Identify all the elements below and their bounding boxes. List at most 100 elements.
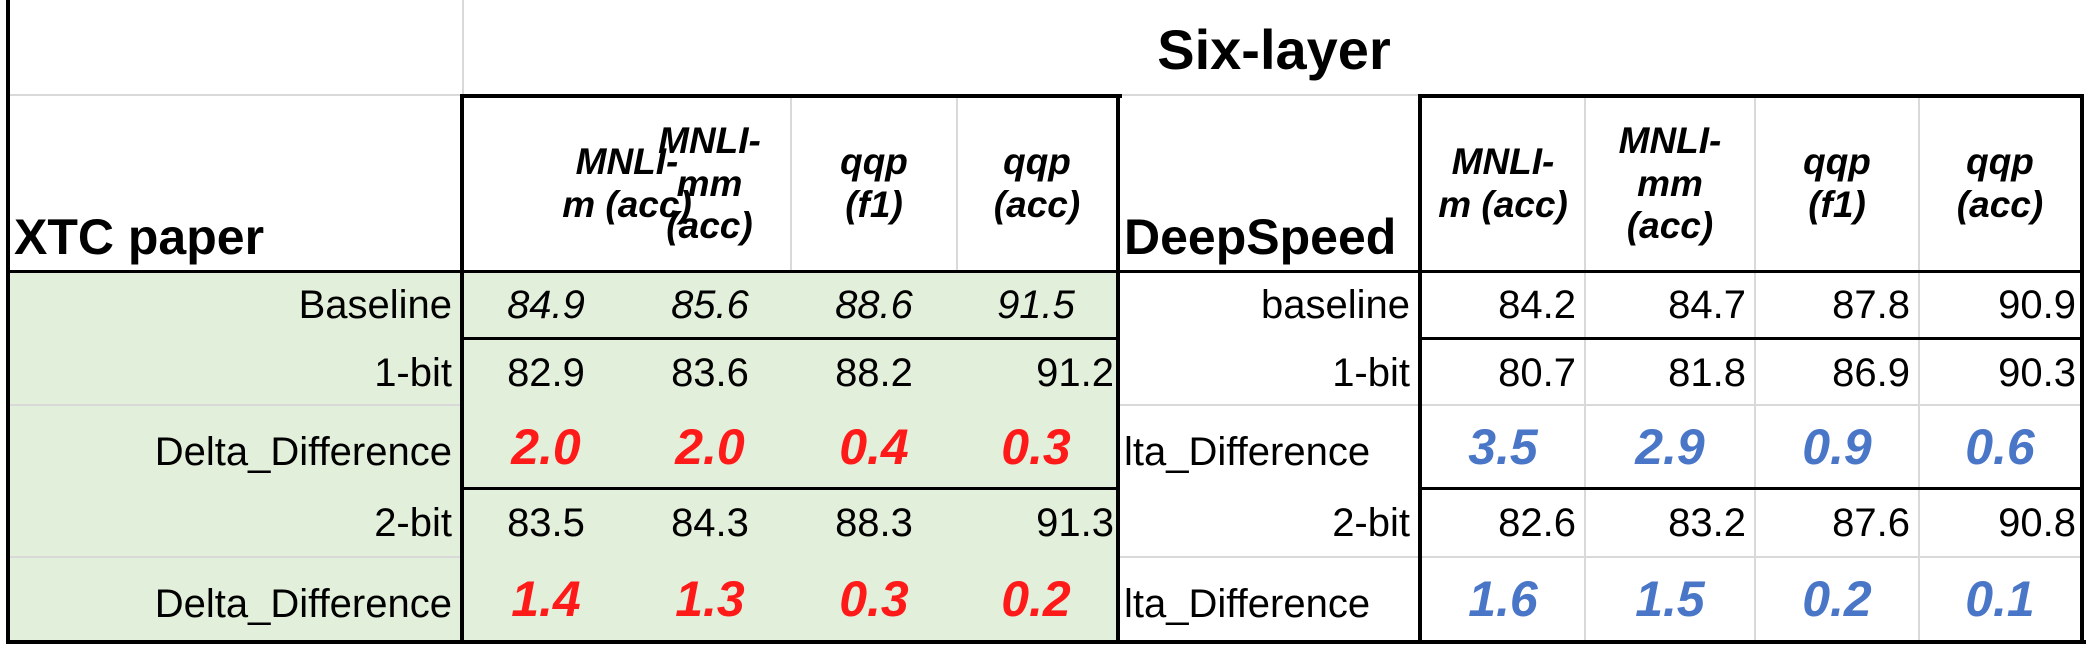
gridline [1420,404,2080,406]
row-label: 2-bit [374,501,452,545]
value-cell: 81.8 [1668,351,1746,395]
value-cell: 84.7 [1668,283,1746,327]
delta-cell: 0.2 [1802,571,1872,627]
value-cell: 82.9 [507,351,585,395]
delta-cell: 1.4 [511,571,581,627]
table-border [1418,94,2084,98]
delta-cell: 0.1 [1965,571,2035,627]
gridline [1584,96,1586,642]
right-header-qqp-acc: qqp (acc) [1920,98,2080,270]
gridline [462,0,464,96]
gridline [790,96,792,272]
header-line: (acc) [993,184,1081,225]
value-cell: 83.5 [507,501,585,545]
header-line: mm [676,162,743,204]
header-line: (f1) [845,184,903,225]
delta-cell: 0.6 [1965,419,2035,475]
table-border [460,94,1122,98]
value-cell: 85.6 [671,283,749,327]
left-header-mnli-m: MNLI- m (acc) [464,98,790,270]
table-border [2080,94,2084,644]
value-cell: 82.6 [1498,501,1576,545]
value-cell: 91.5 [997,283,1075,327]
table-border [6,270,2084,273]
value-cell: 80.7 [1498,351,1576,395]
delta-cell: 0.4 [839,419,909,475]
delta-cell: 0.3 [839,571,909,627]
header-line: MNLI- [1618,120,1722,162]
left-section-label: XTC paper [14,209,265,265]
gridline [8,404,462,406]
value-cell: 87.8 [1832,283,1910,327]
value-cell: 90.3 [1998,351,2076,395]
value-cell: 88.2 [835,351,913,395]
table-border [460,94,464,644]
value-cell: 84.3 [671,501,749,545]
value-cell: 90.9 [1998,283,2076,327]
table-border [460,337,1120,340]
row-label: Delta_Difference [154,430,452,474]
right-header-qqp-f1: qqp (f1) [1756,98,1918,270]
header-line: qqp [840,141,908,183]
gridline [1420,556,2080,558]
gridline [1754,96,1756,642]
table-border [1418,487,2084,490]
header-line: qqp [1003,141,1071,183]
value-cell: 84.2 [1498,283,1576,327]
table-title: Six-layer [1157,18,1391,81]
header-line: MNLI- [658,120,761,162]
gridline [1918,96,1920,642]
left-highlight-fill [8,272,1120,642]
left-header-qqp-f1: qqp (f1) [792,98,956,270]
header-line: (acc) [1626,205,1714,247]
row-label: lta_Difference [1124,430,1371,474]
header-line: qqp [1966,141,2034,183]
row-label: 1-bit [374,351,452,395]
left-header-mnli-mm: MNLI- mm (acc) [629,98,790,270]
header-line: m (acc) [562,184,692,225]
row-label: Baseline [298,283,452,327]
table-border [1116,94,1120,644]
row-label: Delta_Difference [154,582,452,626]
delta-cell: 1.3 [675,571,745,627]
table-border [6,0,10,644]
value-cell: 88.3 [835,501,913,545]
header-line: (acc) [666,205,753,247]
value-cell: 90.8 [1998,501,2076,545]
row-label: 2-bit [1332,501,1410,545]
gridline [956,96,958,272]
table-border [6,640,2086,644]
value-cell: 84.9 [507,283,585,327]
delta-cell: 0.9 [1802,419,1872,475]
right-header-mnli-m: MNLI- m (acc) [1422,98,1584,270]
table-border [1418,94,1422,644]
delta-cell: 2.9 [1635,419,1705,475]
delta-cell: 0.3 [1001,419,1071,475]
value-cell: 91.2 [1036,351,1114,395]
header-line: MNLI- [575,141,679,183]
value-cell: 88.6 [835,283,913,327]
header-line: MNLI- [1451,141,1555,183]
delta-cell: 2.0 [675,419,745,475]
header-line: (acc) [1956,184,2044,225]
value-cell: 91.3 [1036,501,1114,545]
value-cell: 83.6 [671,351,749,395]
delta-cell: 0.2 [1001,571,1071,627]
gridline [1120,94,1420,96]
gridline [8,556,462,558]
header-line: (f1) [1808,184,1866,225]
header-line: m (acc) [1438,184,1568,225]
right-section-label: DeepSpeed [1124,209,1397,265]
header-line: mm [1637,162,1703,204]
delta-cell: 2.0 [511,419,581,475]
table-border [1418,337,2084,340]
table-border [460,487,1120,490]
gridline [1120,404,1420,406]
row-label: 1-bit [1332,351,1410,395]
row-label: lta_Difference [1124,582,1371,626]
row-label: baseline [1260,283,1410,327]
right-header-mnli-mm: MNLI- mm (acc) [1586,98,1754,270]
value-cell: 87.6 [1832,501,1910,545]
gridline [8,94,462,96]
